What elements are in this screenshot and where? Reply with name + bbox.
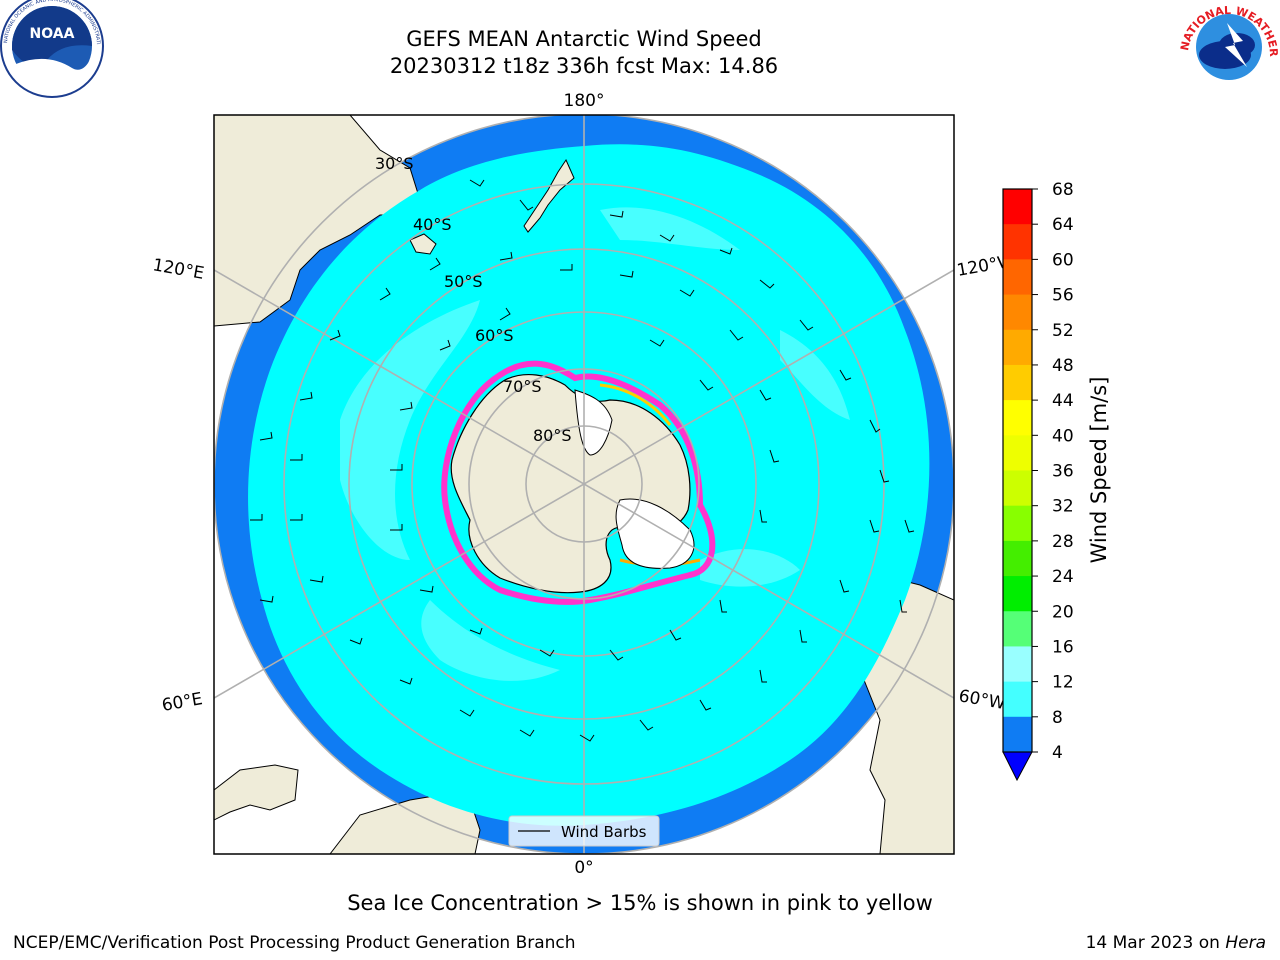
legend-label: Wind Barbs	[561, 823, 647, 841]
colorbar-tick-label: 56	[1052, 286, 1074, 306]
colorbar-tick-label: 64	[1052, 215, 1074, 235]
lon-label-120e: 120°E	[151, 255, 205, 284]
colorbar: 68 64 60 56 52 48 44 40 36 32 28 24 20 16 12 8 4 Wind Sp…	[1002, 180, 1111, 782]
colorbar-segment	[1003, 364, 1032, 401]
colorbar-tick-label: 20	[1052, 602, 1074, 622]
graticule	[214, 115, 954, 854]
colorbar-tick-label: 60	[1052, 250, 1074, 270]
colorbar-segment	[1003, 716, 1032, 752]
colorbar-tick-label: 36	[1052, 462, 1074, 482]
lat-label-50s: 50°S	[444, 272, 483, 291]
land-antarctica	[450, 374, 691, 594]
map-title: GEFS MEAN Antarctic Wind Speed	[406, 27, 762, 51]
colorbar-segment	[1003, 576, 1032, 612]
footer-date: 14 Mar 2023 on Hera	[1086, 933, 1266, 953]
sea-ice-ring	[441, 360, 716, 605]
map-plot: 30°S 40°S 50°S 60°S 70°S 80°S 180° 120°E…	[151, 91, 1016, 878]
lat-label-60s: 60°S	[475, 326, 514, 345]
colorbar-segment	[1003, 681, 1032, 718]
lat-label-80s: 80°S	[533, 426, 572, 445]
lat-label-70s: 70°S	[503, 377, 542, 396]
footer-date-text: 14 Mar 2023 on	[1085, 933, 1220, 953]
footer-machine: Hera	[1225, 933, 1266, 953]
lat-label-30s: 30°S	[375, 154, 414, 173]
ocean-12-16-patch	[340, 300, 480, 560]
colorbar-tick-label: 52	[1052, 321, 1074, 341]
colorbar-label: Wind Speed [m/s]	[1087, 377, 1111, 564]
colorbar-segment	[1003, 400, 1032, 436]
colorbar-segment	[1003, 611, 1032, 647]
colorbar-tick-label: 4	[1052, 743, 1063, 763]
wind-barbs	[250, 179, 915, 742]
land-new-zealand	[523, 158, 575, 233]
colorbar-segment	[1003, 540, 1032, 577]
map-legend: Wind Barbs	[508, 815, 660, 847]
colorbar-tick-label: 24	[1052, 567, 1074, 587]
colorbar-tick-label: 40	[1052, 426, 1074, 446]
lon-label-60w: 60°W	[957, 686, 1007, 714]
colorbar-tick-label: 32	[1052, 497, 1074, 517]
map-subtitle: 20230312 t18z 336h fcst Max: 14.86	[389, 54, 779, 78]
sea-ice-caption: Sea Ice Concentration > 15% is shown in …	[347, 891, 933, 915]
lat-label-40s: 40°S	[413, 215, 452, 234]
colorbar-tick-label: 48	[1052, 356, 1074, 376]
colorbar-tick-label: 12	[1052, 673, 1074, 693]
colorbar-segment	[1003, 329, 1032, 366]
colorbar-segment	[1003, 435, 1032, 471]
weddell-ice-shelf	[615, 498, 695, 569]
footer-branch: NCEP/EMC/Verification Post Processing Pr…	[13, 933, 576, 953]
lon-label-0: 0°	[574, 858, 593, 878]
colorbar-tick-label: 8	[1052, 708, 1063, 728]
colorbar-segment	[1003, 224, 1032, 260]
colorbar-underflow	[1002, 751, 1033, 782]
colorbar-tick-label: 68	[1052, 180, 1074, 200]
colorbar-segment	[1003, 470, 1032, 507]
colorbar-tick-label: 16	[1052, 637, 1074, 657]
colorbar-segment	[1003, 294, 1032, 331]
lon-label-180: 180°	[564, 91, 605, 111]
colorbar-tick-label: 44	[1052, 391, 1074, 411]
lon-label-60e: 60°E	[160, 689, 204, 716]
map-frame	[213, 114, 955, 855]
colorbar-tick-label: 28	[1052, 532, 1074, 552]
svg-text:NOAA: NOAA	[30, 26, 75, 42]
colorbar-segment	[1003, 646, 1032, 683]
colorbar-segment	[1003, 505, 1032, 542]
colorbar-segment	[1003, 259, 1032, 296]
noaa-logo: NOAA NATIONAL OCEANIC AND ATMOSPHERIC AD…	[0, 0, 104, 98]
land-madagascar	[214, 764, 299, 821]
nws-logo: NATIONAL WEATHER SERVICE	[1178, 0, 1280, 94]
colorbar-segment	[1003, 189, 1032, 225]
